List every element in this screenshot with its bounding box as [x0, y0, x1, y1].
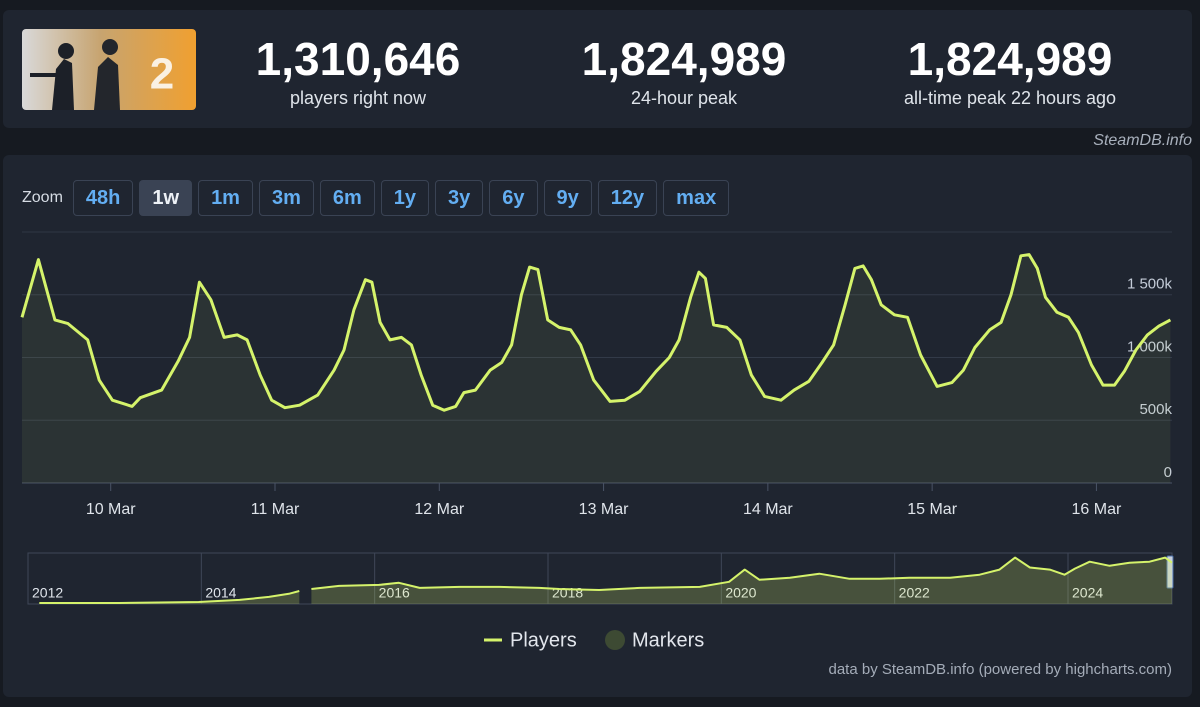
zoom-button[interactable]: max: [663, 180, 730, 216]
x-tick-label: 13 Mar: [579, 501, 629, 518]
svg-text:2: 2: [150, 50, 174, 99]
x-tick-label: 12 Mar: [414, 501, 464, 518]
y-tick-label: 0: [1164, 464, 1172, 481]
zoom-button[interactable]: 3m: [258, 180, 314, 216]
stat: 1,310,646 players right now: [198, 34, 518, 109]
stat-value: 1,824,989: [907, 33, 1113, 85]
x-tick-label: 14 Mar: [743, 501, 793, 518]
zoom-button[interactable]: 1w: [139, 180, 193, 216]
stat: 1,824,989 24-hour peak: [524, 34, 844, 109]
line: [39, 556, 1173, 604]
stat-label: all-time peak 22 hours ago: [903, 88, 1117, 108]
navigator-tick-label: 2020: [725, 585, 756, 601]
navigator-tick-label: 2016: [379, 585, 410, 601]
y-tick-label: 1 500k: [1127, 276, 1173, 293]
area: [39, 557, 1172, 604]
x-tick-label: 15 Mar: [907, 501, 957, 518]
stat-label: players right now: [289, 88, 427, 108]
chart-panel: [3, 155, 1192, 697]
zoom-button[interactable]: 6m: [319, 180, 375, 216]
zoom-button[interactable]: 12y: [597, 180, 658, 216]
zoom-button[interactable]: 6y: [489, 180, 538, 216]
navigator-tick-label: 2022: [899, 585, 930, 601]
navigator-tick-label: 2014: [205, 585, 236, 601]
credit: data by SteamDB.info (powered by highcha…: [829, 661, 1173, 678]
line: [20, 253, 1172, 412]
x-tick-label: 10 Mar: [86, 501, 136, 518]
stat-value: 1,310,646: [255, 33, 461, 85]
navigator-tick-label: 2024: [1072, 585, 1103, 601]
y-tick-label: 1 000k: [1127, 338, 1173, 355]
y-tick-label: 500k: [1139, 401, 1172, 418]
zoom-button[interactable]: 1m: [198, 180, 253, 216]
stat-label: 24-hour peak: [630, 88, 738, 108]
zoom-button[interactable]: 48h: [72, 180, 134, 216]
x-tick-label: 16 Mar: [1072, 501, 1122, 518]
zoom-button[interactable]: 9y: [543, 180, 592, 216]
stat: 1,824,989 all-time peak 22 hours ago: [850, 34, 1170, 109]
zoom-button[interactable]: 3y: [435, 180, 484, 216]
legend-label: Players: [510, 629, 577, 651]
stat-value: 1,824,989: [581, 33, 787, 85]
stats-panel: [3, 10, 1192, 128]
source: SteamDB.info: [1093, 132, 1192, 149]
x-tick-label: 11 Mar: [251, 501, 300, 518]
navigator-tick-label: 2012: [32, 585, 63, 601]
zoom-label: Zoom: [22, 189, 63, 206]
navigator-handle: [1166, 555, 1174, 589]
game-image: 2: [22, 29, 196, 110]
zoom-bar: Zoom 48h 1w 1m 3m 6m 1y 3y 6y 9y 12y max: [22, 180, 730, 216]
zoom-button[interactable]: 1y: [380, 180, 430, 216]
legend-swatch: [605, 630, 625, 650]
area: [22, 254, 1171, 483]
legend-label: Markers: [632, 629, 704, 651]
